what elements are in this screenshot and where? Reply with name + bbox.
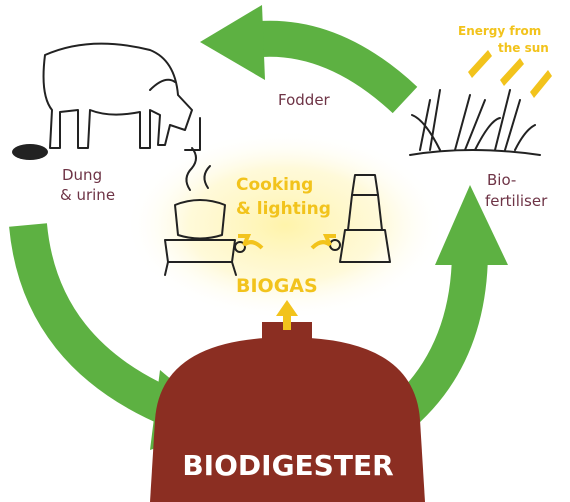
biogas-cycle-diagram: Fodder Energy from the sun Dung & urine …	[0, 0, 570, 502]
label-energy: Energy from	[458, 24, 541, 38]
cow	[44, 44, 200, 150]
label-dung-urine: Dung	[62, 166, 102, 184]
label-cooking-lighting: Cooking	[236, 175, 313, 195]
label-fodder: Fodder	[278, 91, 331, 109]
label-energy: the sun	[498, 41, 549, 55]
arrow-head	[200, 5, 265, 80]
label-biogas: BIOGAS	[236, 275, 318, 297]
label-cooking-lighting: & lighting	[236, 199, 331, 219]
label-bio-fertiliser: Bio-	[487, 171, 516, 189]
label-bio-fertiliser: fertiliser	[485, 192, 548, 210]
dung	[12, 144, 48, 160]
label-biodigester: BIODIGESTER	[182, 449, 393, 482]
label-dung-urine: & urine	[60, 186, 115, 204]
plants	[410, 90, 540, 155]
